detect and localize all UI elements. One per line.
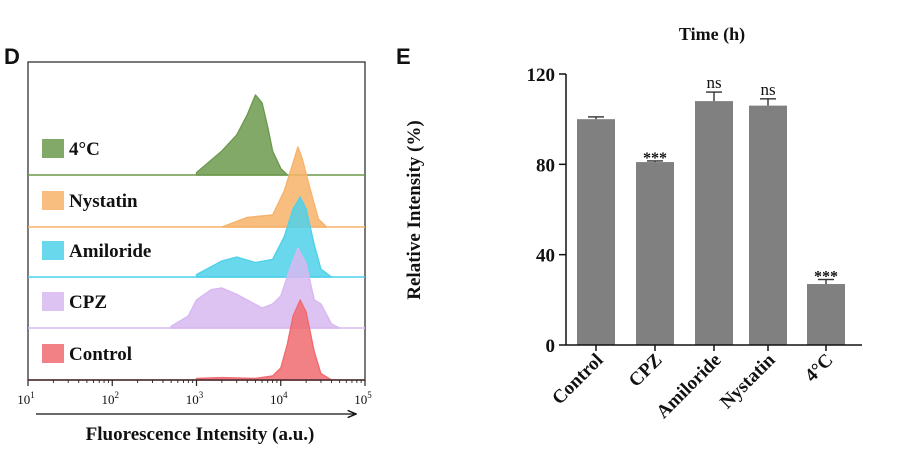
histogram-series-0 — [195, 94, 289, 176]
bar-0 — [577, 119, 615, 346]
y-tick-label: 120 — [527, 65, 556, 86]
bar-chart-y-label: Relative Intensity (%) — [404, 120, 425, 299]
y-tick-label: 40 — [536, 246, 555, 267]
y-tick-label: 80 — [536, 155, 555, 176]
legend-label-3: CPZ — [69, 292, 107, 313]
bar-4 — [807, 284, 845, 345]
significance-label-1: *** — [643, 150, 667, 167]
panel-e: E Time (h) Relative Intensity (%) 0 40 80 1… — [396, 24, 862, 423]
x-tick-label: 102 — [102, 390, 120, 407]
x-tick-label: 105 — [354, 390, 372, 407]
x-category-label-3: Nystatin — [716, 349, 780, 413]
legend-swatch-4 — [42, 344, 64, 363]
x-tick-label: 103 — [186, 390, 204, 407]
x-category-label-2: Amiloride — [652, 350, 725, 423]
bar-series: *** ns ns *** — [577, 73, 845, 351]
significance-label-2: ns — [706, 73, 721, 92]
x-category-label-1: CPZ — [625, 350, 667, 392]
bar-chart-title: Time (h) — [679, 24, 745, 45]
legend-swatch-0 — [42, 139, 64, 158]
x-tick-label: 104 — [270, 390, 288, 407]
histogram-series-4 — [195, 299, 333, 381]
legend-label-1: Nystatin — [69, 191, 138, 212]
bar-2 — [695, 101, 733, 345]
histogram-x-label: Fluorescence Intensity (a.u.) — [86, 424, 315, 445]
significance-label-3: ns — [760, 80, 775, 99]
bar-1 — [636, 162, 674, 345]
x-category-label-4: 4°C — [801, 350, 838, 387]
legend-label-0: 4°C — [69, 139, 100, 160]
histogram-x-ticks: 101 102 103 104 105 — [17, 380, 372, 407]
y-tick-label: 0 — [546, 336, 556, 357]
bar-y-ticks: 0 40 80 120 — [527, 65, 566, 357]
panel-d-letter: D — [4, 44, 20, 69]
panel-e-letter: E — [396, 44, 411, 69]
legend-swatch-1 — [42, 191, 64, 210]
histogram-legend: 4°C Nystatin Amiloride CPZ Control — [42, 139, 151, 365]
legend-swatch-2 — [42, 241, 64, 260]
x-tick-label: 101 — [17, 390, 35, 407]
legend-label-4: Control — [69, 344, 132, 365]
bar-3 — [749, 105, 787, 345]
histogram-curves — [170, 94, 341, 381]
significance-label-4: *** — [814, 269, 838, 286]
x-category-label-0: Control — [548, 350, 607, 409]
legend-swatch-3 — [42, 292, 64, 311]
legend-label-2: Amiloride — [69, 241, 151, 262]
